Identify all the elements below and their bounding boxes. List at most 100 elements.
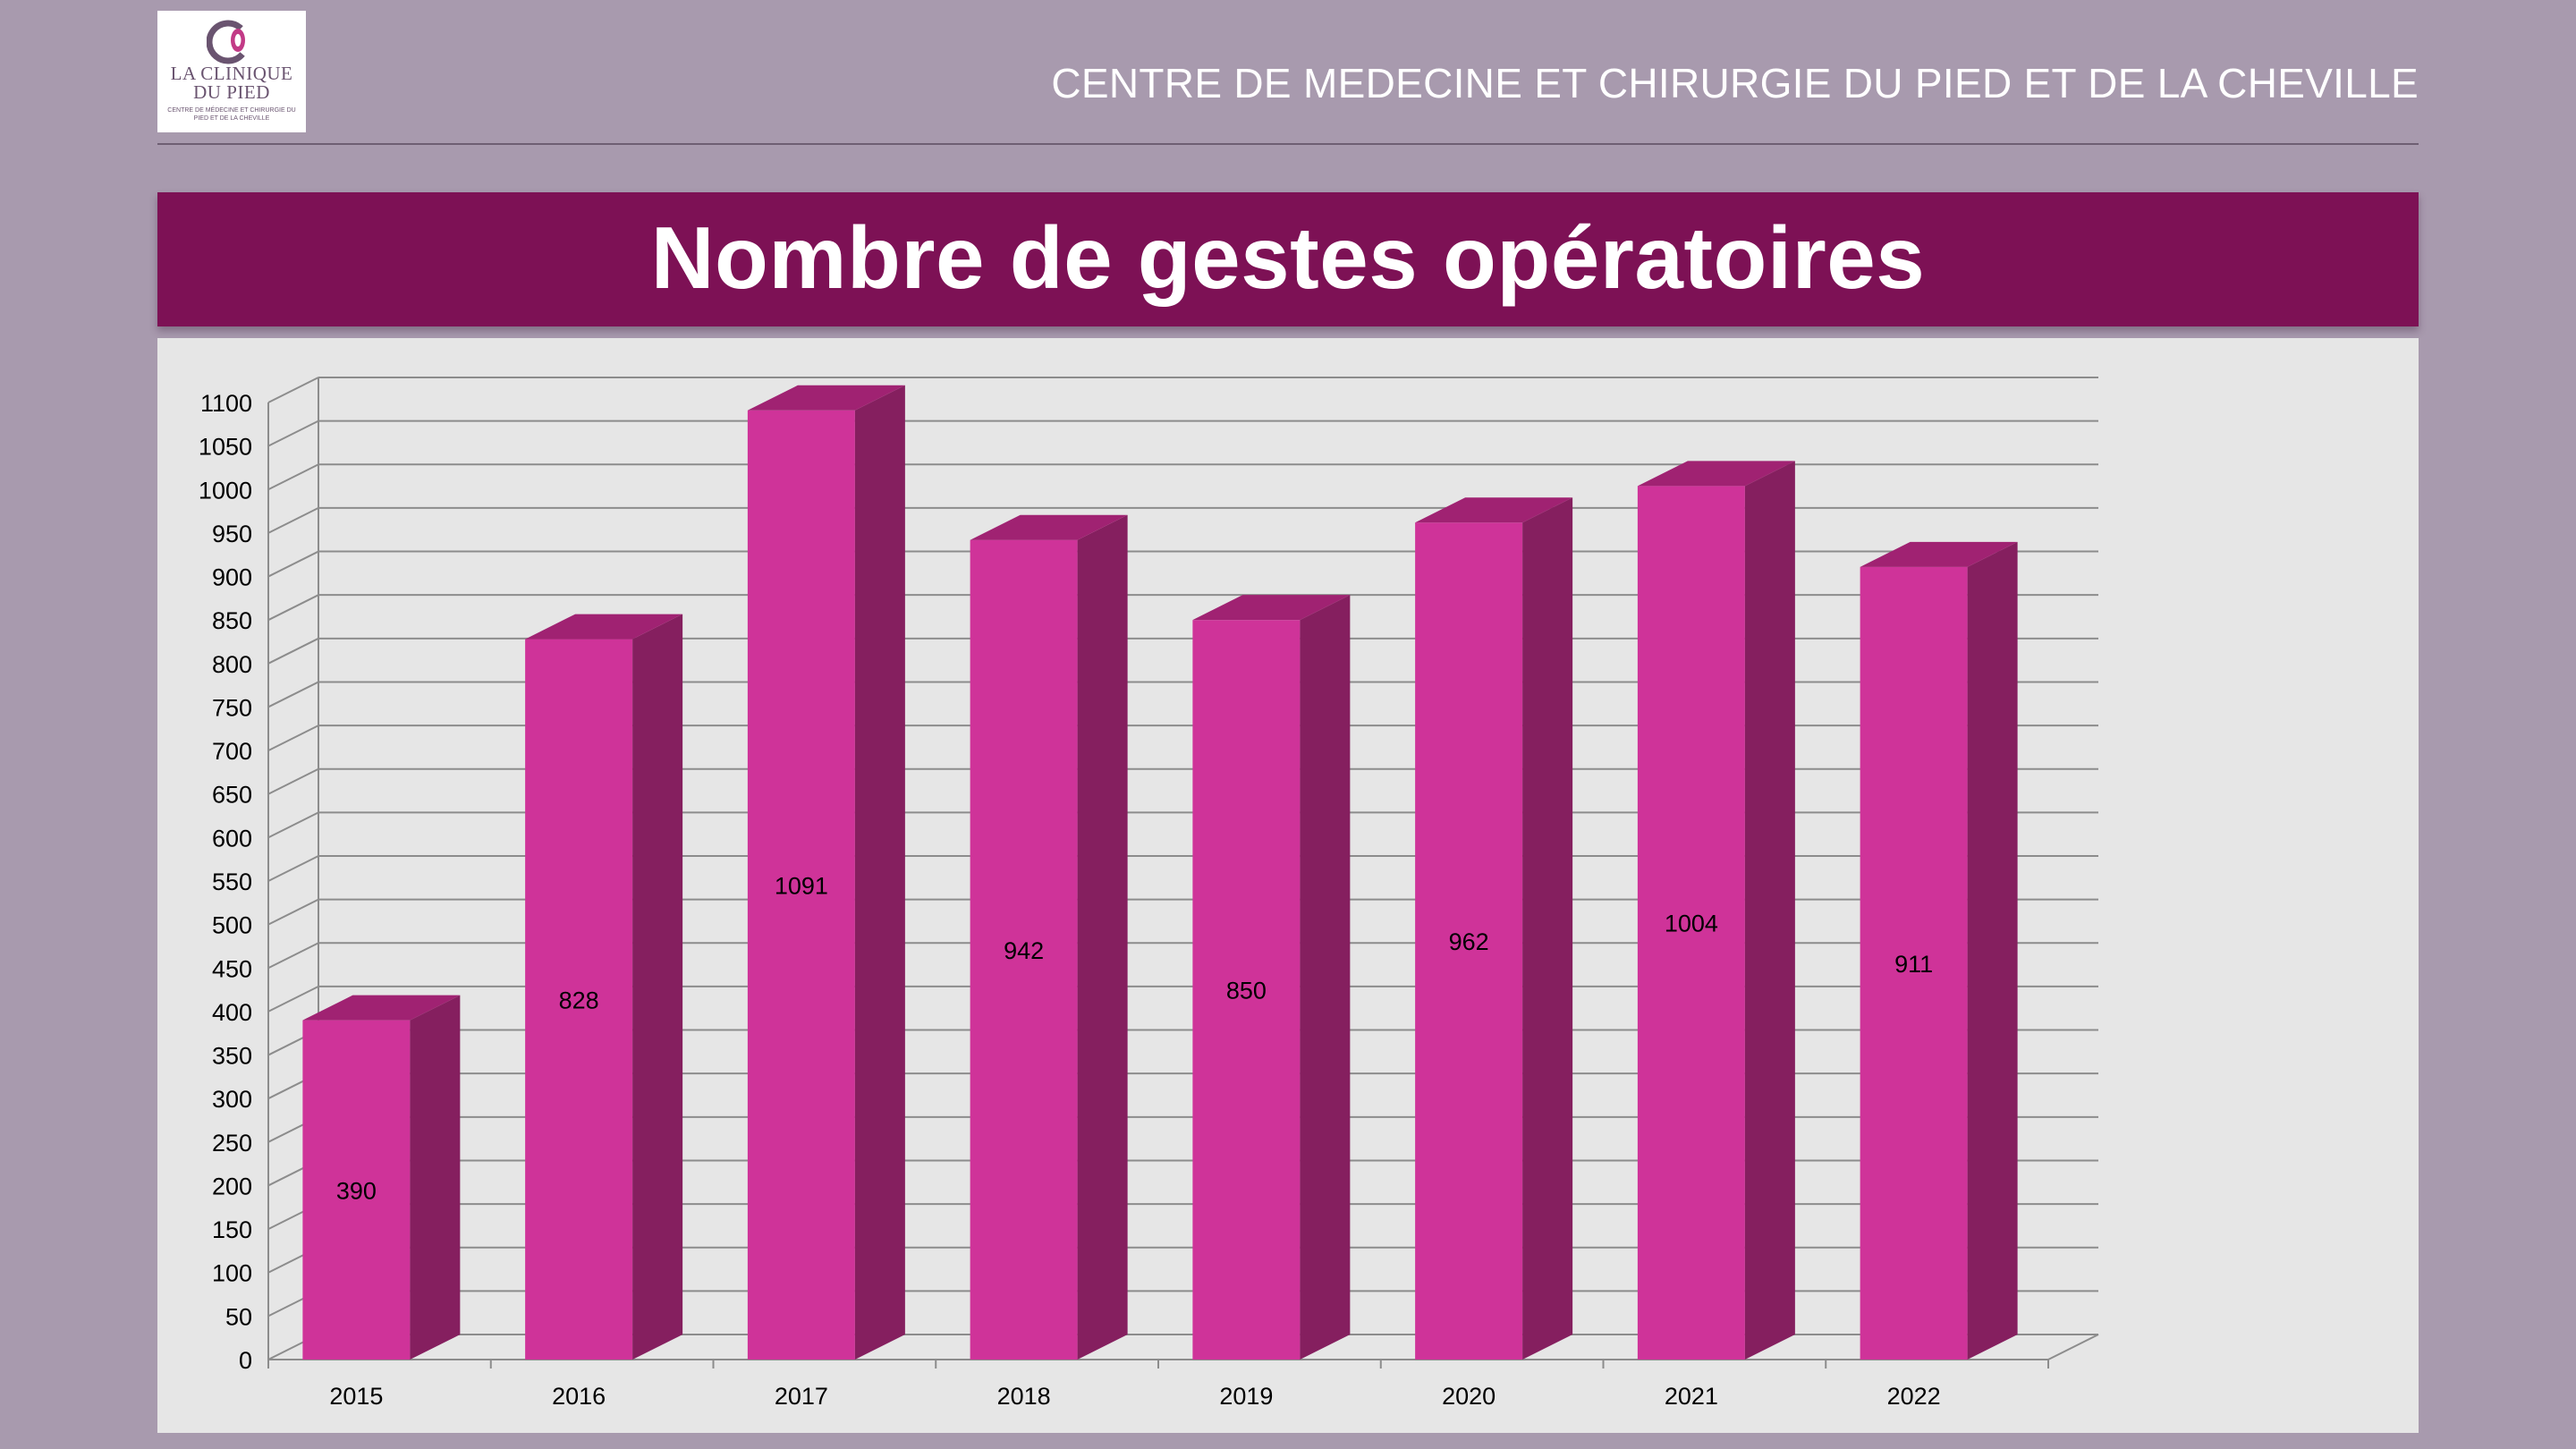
y-tick-label: 800 — [212, 651, 252, 678]
x-tick-label: 2019 — [1219, 1383, 1273, 1410]
gridline-depth — [267, 855, 319, 882]
bar-top — [525, 614, 683, 640]
data-label: 390 — [336, 1177, 377, 1204]
y-tick-label: 850 — [212, 607, 252, 634]
gridline-depth — [267, 811, 319, 839]
bar-2022 — [1860, 541, 2018, 1360]
bar-front — [1637, 486, 1745, 1360]
bar-side — [1744, 461, 1795, 1360]
data-label: 1091 — [775, 872, 828, 899]
x-tick-label: 2021 — [1665, 1383, 1718, 1410]
bar-2016 — [525, 614, 683, 1360]
x-tick-label: 2018 — [997, 1383, 1051, 1410]
logo-subtitle: CENTRE DE MÉDECINE ET CHIRURGIE DU PIED … — [167, 107, 296, 122]
bar-side — [410, 995, 461, 1360]
y-tick-label: 650 — [212, 782, 252, 809]
y-tick-label: 600 — [212, 825, 252, 852]
bar-front — [302, 1020, 411, 1360]
y-tick-label: 1000 — [199, 477, 252, 504]
gridline-depth — [267, 681, 319, 708]
y-tick-labels: 0 50 100 150 200 250 300 350 400 450 500 550 600 650 7… — [199, 390, 252, 1374]
bars — [302, 385, 2018, 1360]
gridline-depth — [267, 419, 319, 447]
gridline-depth — [267, 724, 319, 751]
y-tick-label: 500 — [212, 912, 252, 939]
x-tick-label: 2016 — [552, 1383, 606, 1410]
bar-2017 — [747, 385, 905, 1360]
bar-top — [302, 995, 461, 1021]
gridline-depth — [267, 942, 319, 970]
bar-2021 — [1637, 461, 1795, 1360]
x-tick-label: 2017 — [775, 1383, 828, 1410]
data-label: 962 — [1449, 928, 1489, 955]
header-divider — [157, 143, 2419, 145]
y-tick-label: 400 — [212, 999, 252, 1026]
y-tick-label: 50 — [225, 1303, 252, 1330]
bar-front — [747, 410, 855, 1360]
y-tick-label: 750 — [212, 694, 252, 721]
bar-side — [854, 385, 905, 1360]
gridline-depth — [267, 767, 319, 795]
gridline-depth — [267, 550, 319, 578]
data-label: 850 — [1226, 978, 1267, 1004]
y-tick-label: 100 — [212, 1260, 252, 1287]
bar-top — [970, 514, 1128, 540]
bar-front — [970, 539, 1078, 1360]
y-tick-label: 250 — [212, 1130, 252, 1157]
y-tick-label: 200 — [212, 1173, 252, 1199]
gridline-depth — [267, 377, 319, 403]
y-tick-label: 150 — [212, 1216, 252, 1243]
bar-2015 — [302, 995, 461, 1360]
bar-2019 — [1192, 595, 1351, 1360]
y-tick-label: 350 — [212, 1043, 252, 1070]
bar-top — [1415, 497, 1573, 523]
bar-top — [747, 385, 905, 411]
data-label: 1004 — [1665, 911, 1718, 937]
bar-side — [1077, 514, 1128, 1360]
chart-panel: 0 50 100 150 200 250 300 350 400 450 500 550 600 650 7… — [157, 338, 2419, 1433]
bar-front — [1415, 522, 1523, 1360]
gridline-depth — [267, 898, 319, 926]
bar-front — [1860, 566, 1968, 1360]
bar-chart: 0 50 100 150 200 250 300 350 400 450 500 550 600 650 7… — [199, 377, 2099, 1410]
bar-2020 — [1415, 497, 1573, 1360]
bar-front — [1192, 620, 1301, 1360]
bar-top — [1860, 541, 2018, 567]
gridline-depth — [267, 637, 319, 665]
gridline-depth — [267, 463, 319, 491]
gridline-depth — [267, 594, 319, 622]
y-tick-label: 700 — [212, 738, 252, 765]
data-label: 828 — [559, 987, 599, 1013]
clinic-logo: LA CLINIQUE DU PIED CENTRE DE MÉDECINE E… — [157, 11, 306, 132]
header-title: CENTRE DE MEDECINE ET CHIRURGIE DU PIED … — [1051, 60, 2419, 106]
y-tick-label: 1100 — [200, 390, 252, 417]
y-tick-label: 950 — [212, 521, 252, 547]
bar-side — [1967, 541, 2018, 1360]
bar-side — [1522, 497, 1573, 1360]
bar-2018 — [970, 514, 1128, 1360]
y-tick-label: 300 — [212, 1086, 252, 1113]
bar-front — [525, 639, 633, 1360]
logo-line-2: DU PIED — [193, 81, 270, 103]
x-tick-labels: 2015 2016 2017 2018 2019 2020 2021 2022 — [329, 1383, 1940, 1410]
x-tick-label: 2020 — [1442, 1383, 1496, 1410]
y-tick-label: 0 — [239, 1347, 252, 1374]
data-label: 942 — [1004, 937, 1044, 964]
y-tick-label: 1050 — [199, 434, 252, 461]
title-banner: Nombre de gestes opératoires — [157, 192, 2419, 326]
y-tick-label: 900 — [212, 564, 252, 591]
y-tick-label: 550 — [212, 869, 252, 895]
data-labels: 390 828 1091 942 850 962 1004 911 — [336, 872, 1933, 1204]
data-label: 911 — [1894, 951, 1933, 978]
x-tick-label: 2015 — [329, 1383, 383, 1410]
gridline-depth — [267, 986, 319, 1013]
floor-edge — [2047, 1334, 2099, 1360]
chart-title: Nombre de gestes opératoires — [650, 208, 1926, 307]
gridline-depth — [267, 507, 319, 534]
logo-line-1: LA CLINIQUE — [170, 63, 293, 84]
bar-side — [632, 614, 683, 1360]
y-tick-label: 450 — [212, 955, 252, 982]
foot-logo-icon — [207, 20, 250, 64]
x-tick-label: 2022 — [1887, 1383, 1941, 1410]
